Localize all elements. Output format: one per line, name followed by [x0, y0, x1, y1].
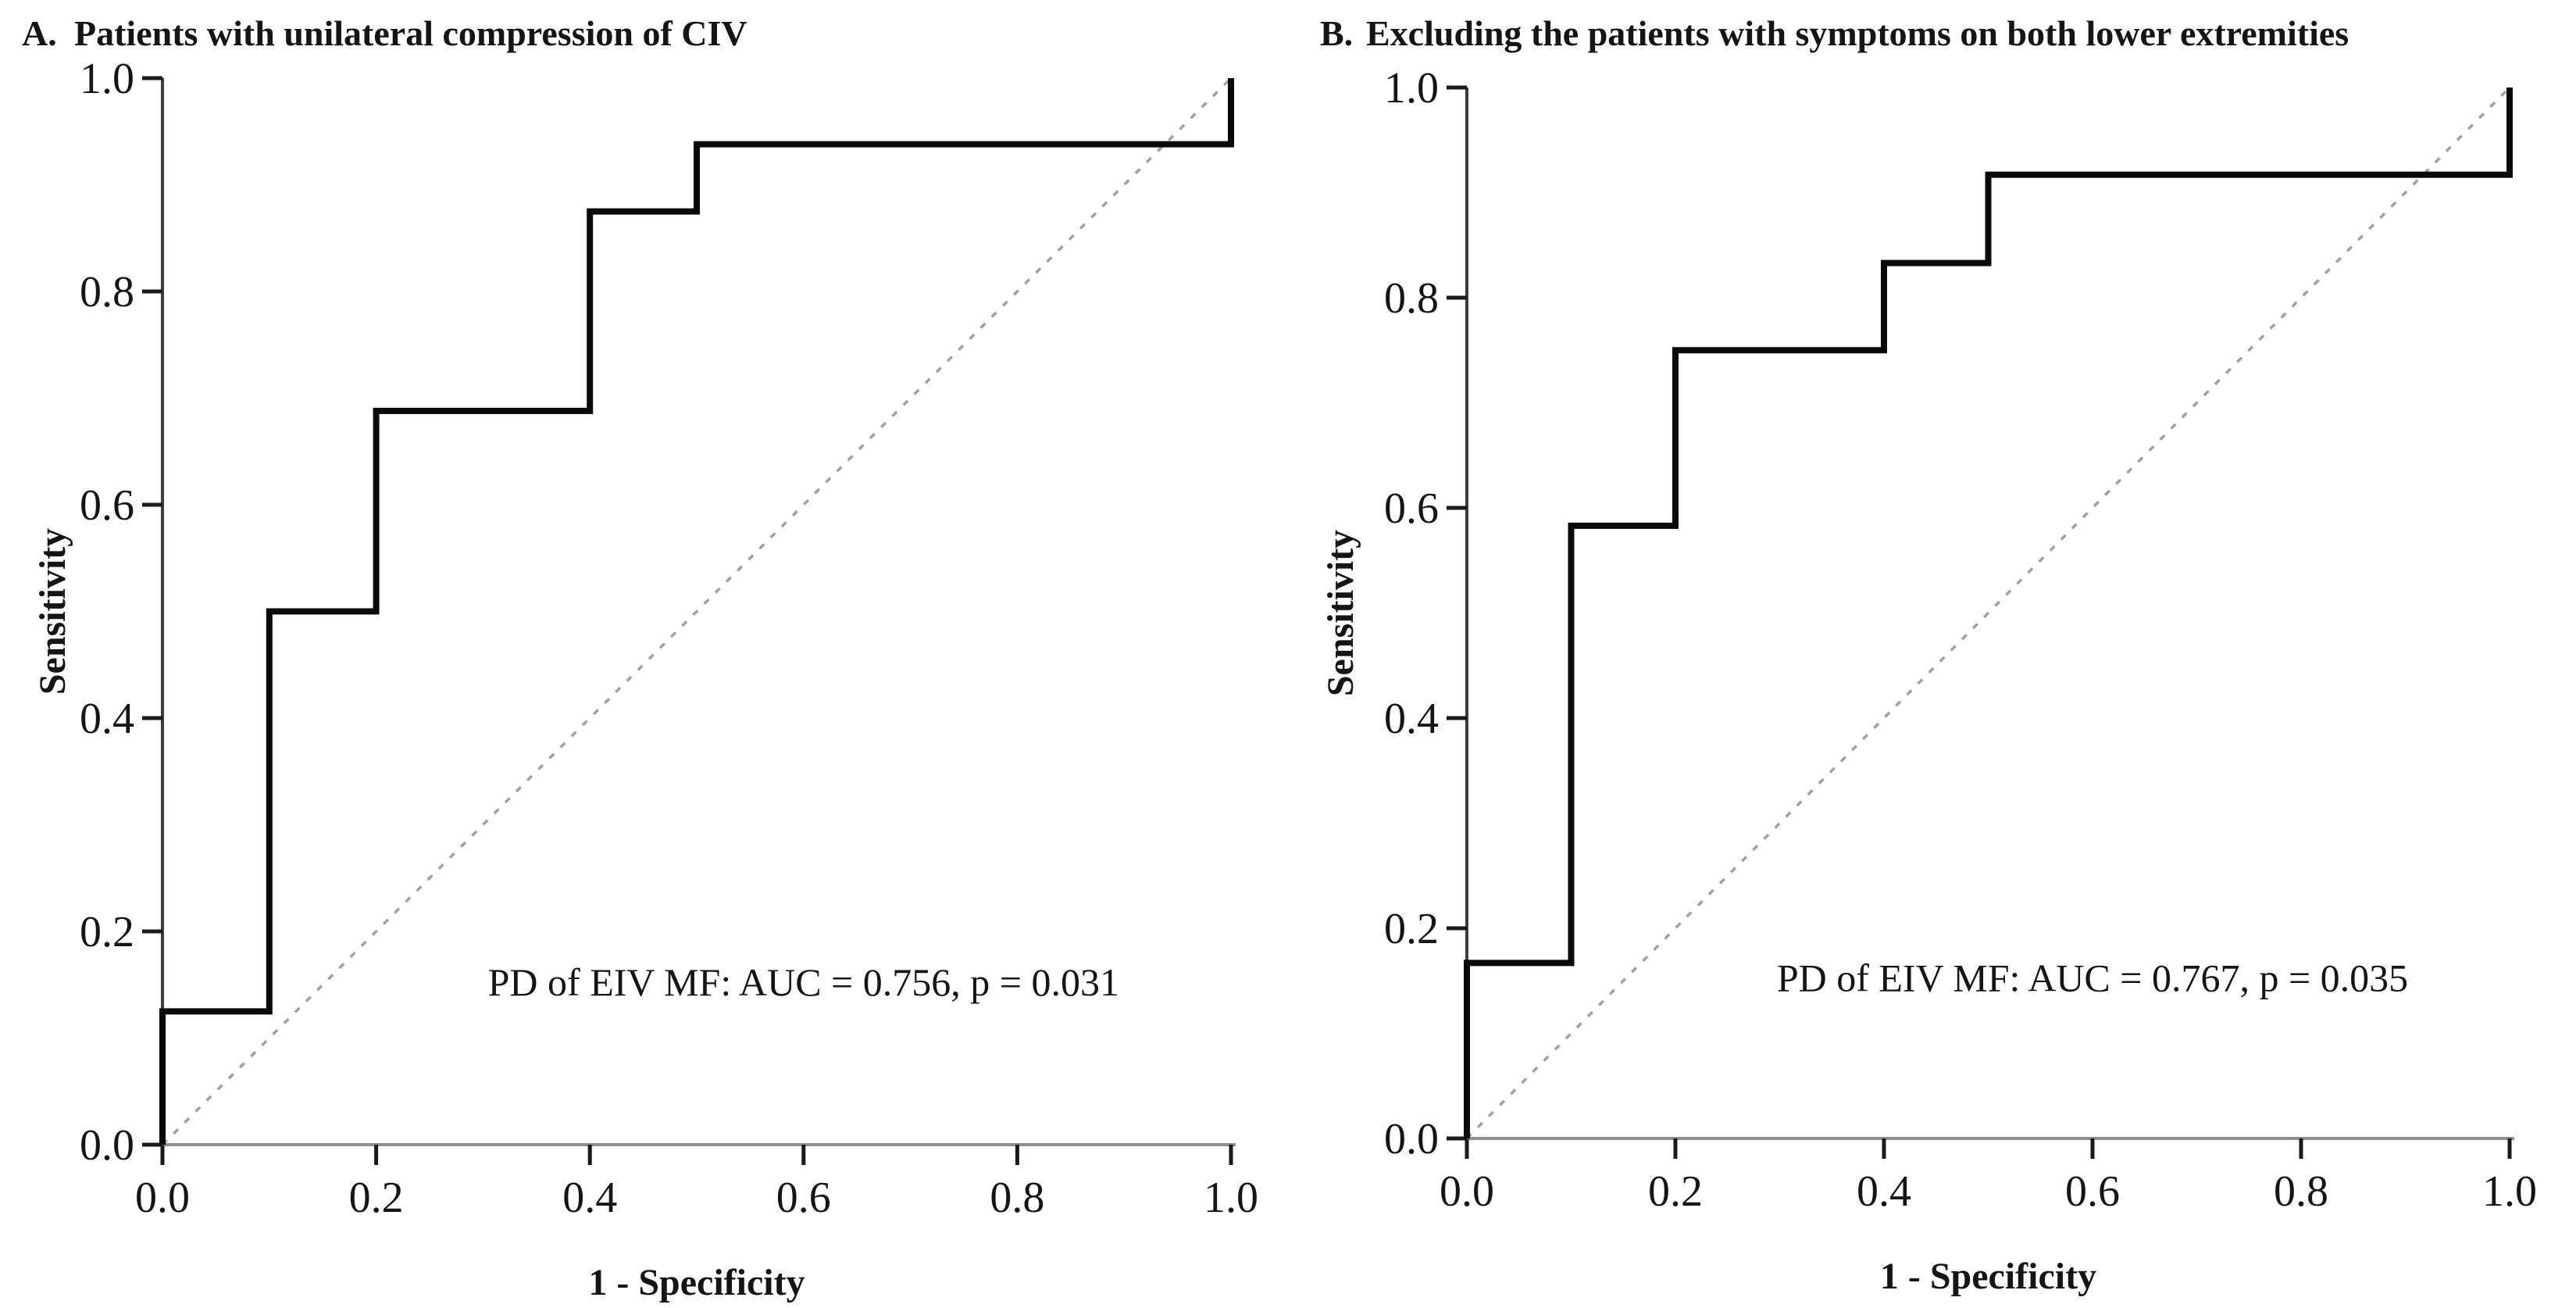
panel-label-a: A. — [22, 13, 57, 53]
roc-curve-a — [159, 78, 1234, 1145]
y-tick-label: 0.0 — [1384, 1115, 1439, 1163]
x-tick-label: 0.2 — [1648, 1167, 1703, 1216]
x-axis-label-b: 1 - Specificity — [1880, 1256, 2096, 1297]
x-tick-label: 1.0 — [2482, 1167, 2537, 1216]
axes-a: 0.0 0.2 0.4 0.6 0.8 1.0 0.0 0.2 0.4 0.6 0.8 1.0 — [80, 55, 1258, 1222]
x-tick-label: 0.8 — [990, 1174, 1044, 1222]
panel-label-b: B. — [1320, 13, 1353, 53]
auc-annotation-b: PD of EIV MF: AUC = 0.767, p = 0.035 — [1777, 956, 2408, 1000]
y-tick-label: 0.0 — [80, 1121, 134, 1170]
x-tick-label: 0.6 — [2065, 1167, 2120, 1216]
auc-annotation-a: PD of EIV MF: AUC = 0.756, p = 0.031 — [488, 960, 1119, 1004]
x-tick-label: 0.0 — [1440, 1167, 1494, 1216]
y-tick-label: 0.2 — [80, 908, 134, 956]
x-tick-label: 0.8 — [2274, 1167, 2328, 1216]
x-tick-label: 0.2 — [349, 1174, 404, 1222]
x-tick-label: 0.4 — [562, 1174, 617, 1222]
x-tick-label: 0.0 — [135, 1174, 190, 1222]
y-axis-label-b: Sensitivity — [1320, 530, 1361, 696]
panel-title-a: Patients with unilateral compression of … — [74, 13, 747, 53]
x-tick-label: 1.0 — [1204, 1174, 1258, 1222]
x-tick-label: 0.4 — [1857, 1167, 1911, 1216]
y-tick-label: 1.0 — [80, 55, 134, 103]
y-tick-label: 0.6 — [80, 481, 134, 530]
y-tick-label: 0.4 — [80, 695, 134, 743]
y-tick-label: 0.2 — [1384, 905, 1439, 953]
axes-b: 0.0 0.2 0.4 0.6 0.8 1.0 0.0 0.2 0.4 0.6 0.8 1.0 — [1384, 64, 2537, 1216]
y-tick-label: 0.8 — [80, 268, 134, 316]
y-tick-label: 0.8 — [1384, 274, 1439, 323]
chance-diagonal-a — [161, 77, 1233, 1146]
chance-diagonal-b — [1465, 86, 2511, 1140]
x-tick-label: 0.6 — [776, 1174, 831, 1222]
y-tick-label: 0.4 — [1384, 695, 1439, 743]
x-axis-label-a: 1 - Specificity — [588, 1262, 805, 1303]
y-tick-label: 0.6 — [1384, 484, 1439, 533]
roc-panel-b: 0.0 0.2 0.4 0.6 0.8 1.00.00.20.40.60.81.0 B. … — [1320, 13, 2537, 1297]
y-tick-label: 1.0 — [1384, 64, 1439, 113]
roc-curve-b — [1464, 88, 2513, 1138]
roc-panel-a: 0.0 0.2 0.4 0.6 0.8 1.00.00.20.40.60.81.0 A. … — [22, 13, 1258, 1303]
panel-title-b: Excluding the patients with symptoms on … — [1366, 13, 2349, 53]
y-axis-label-a: Sensitivity — [32, 528, 73, 695]
